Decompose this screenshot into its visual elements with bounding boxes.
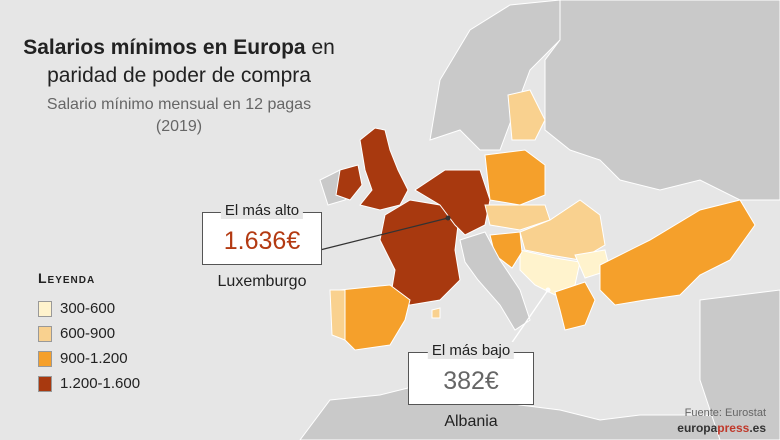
highest-callout: El más alto 1.636€ Luxemburgo bbox=[202, 202, 322, 291]
legend-item: 600-900 bbox=[38, 321, 140, 346]
country-ireland bbox=[335, 164, 363, 201]
highest-leader-dot bbox=[445, 215, 451, 221]
highest-tag: El más alto bbox=[220, 202, 304, 219]
highest-leader-line bbox=[319, 217, 449, 251]
country-france bbox=[379, 199, 461, 306]
brand-logo: europapress.es bbox=[677, 421, 766, 436]
legend-swatch bbox=[38, 375, 52, 392]
title: Salarios mínimos en Europa en paridad de… bbox=[14, 34, 344, 90]
brand-b: press bbox=[717, 421, 750, 435]
highest-value: 1.636€ bbox=[223, 227, 301, 255]
middle-east bbox=[699, 289, 780, 440]
legend-label: 900-1.200 bbox=[60, 350, 128, 367]
legend-swatch bbox=[38, 350, 52, 367]
country-portugal bbox=[329, 289, 346, 341]
country-greece bbox=[554, 281, 596, 331]
subtitle: Salario mínimo mensual en 12 pagas (2019… bbox=[14, 94, 344, 138]
brand-c: .es bbox=[749, 421, 766, 435]
legend-label: 600-900 bbox=[60, 325, 116, 342]
title-bold: Salarios mínimos en Europa bbox=[23, 36, 306, 59]
source-text: Fuente: Eurostat bbox=[684, 407, 766, 419]
lowest-country: Albania bbox=[444, 413, 498, 430]
subtitle-line1: Salario mínimo mensual en 12 pagas bbox=[46, 96, 312, 113]
country-baltics bbox=[507, 89, 546, 141]
brand-a: europa bbox=[677, 421, 718, 435]
scandinavia bbox=[429, 0, 561, 151]
country-poland bbox=[484, 149, 546, 206]
other-land bbox=[299, 0, 780, 440]
subtitle-line2: (2019) bbox=[155, 118, 203, 135]
highest-country: Luxemburgo bbox=[217, 273, 307, 290]
legend-label: 1.200-1.600 bbox=[60, 375, 141, 392]
title-inline: en bbox=[311, 36, 335, 59]
source: Fuente: Eurostat europapress.es bbox=[677, 406, 766, 436]
legend-swatch bbox=[38, 300, 52, 317]
country-uk bbox=[359, 127, 409, 211]
country-hungary-romania bbox=[519, 199, 606, 261]
lowest-leader-dot bbox=[545, 287, 551, 293]
lowest-tag: El más bajo bbox=[427, 342, 515, 359]
eu-countries bbox=[329, 89, 756, 351]
legend-label: 300-600 bbox=[60, 300, 116, 317]
lowest-value: 382€ bbox=[443, 367, 499, 395]
country-turkey bbox=[599, 199, 756, 306]
legend-item: 1.200-1.600 bbox=[38, 371, 140, 396]
legend-swatch bbox=[38, 325, 52, 342]
country-malta bbox=[431, 307, 441, 319]
country-italy bbox=[459, 231, 531, 331]
legend-title: Leyenda bbox=[38, 270, 96, 286]
country-spain bbox=[339, 284, 411, 351]
finland-russia bbox=[544, 0, 780, 201]
lowest-callout: El más bajo 382€ Albania bbox=[408, 342, 534, 431]
country-germany-benelux bbox=[414, 169, 491, 236]
title-line2: paridad de poder de compra bbox=[47, 64, 311, 87]
title-block: Salarios mínimos en Europa en paridad de… bbox=[14, 34, 344, 138]
legend: Leyenda 300-600 600-900 900-1.200 1.200-… bbox=[38, 270, 140, 396]
highest-box: El más alto 1.636€ bbox=[202, 202, 322, 265]
legend-item: 300-600 bbox=[38, 296, 140, 321]
lowest-box: El más bajo 382€ bbox=[408, 342, 534, 405]
legend-item: 900-1.200 bbox=[38, 346, 140, 371]
